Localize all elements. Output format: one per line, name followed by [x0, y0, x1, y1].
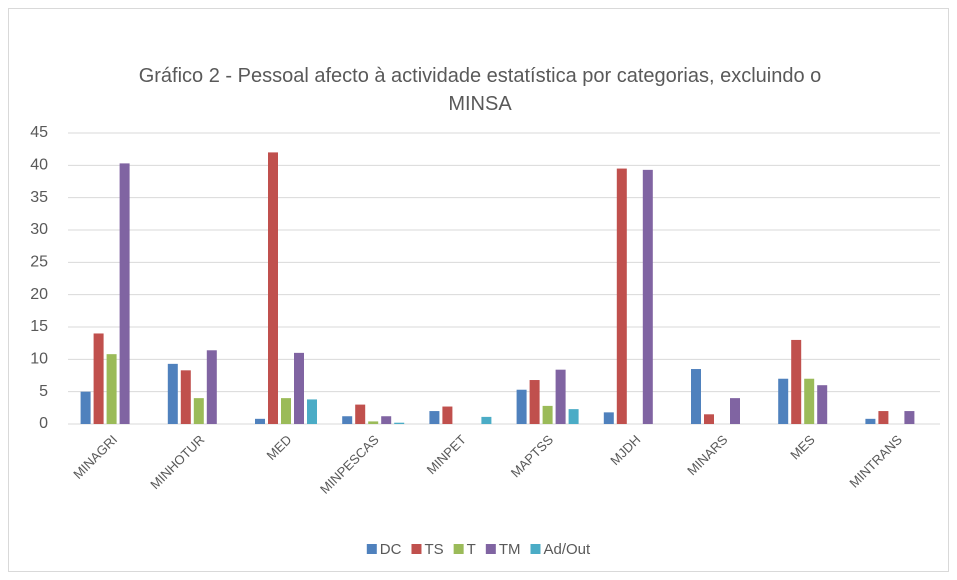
legend-swatch [485, 544, 496, 554]
bar [555, 369, 566, 424]
bar [516, 389, 527, 424]
bar [268, 152, 278, 424]
bar [93, 333, 104, 424]
legend-swatch [366, 544, 377, 554]
y-tick-label: 30 [30, 221, 48, 238]
bar [167, 363, 178, 424]
bar [642, 169, 653, 424]
bar [529, 380, 540, 424]
bar [904, 411, 915, 424]
legend-label: Ad/Out [543, 541, 591, 558]
bar [255, 418, 265, 424]
bar [368, 421, 379, 424]
legend-swatch [411, 544, 422, 554]
bar [206, 350, 217, 424]
legend-label: T [467, 541, 476, 558]
bar [381, 416, 392, 424]
bar [281, 398, 291, 424]
y-tick-label: 0 [39, 415, 48, 432]
bar [616, 168, 627, 424]
bar [791, 339, 802, 424]
bar [865, 418, 876, 424]
y-tick-label: 10 [30, 351, 48, 368]
bar [429, 411, 440, 424]
bar [394, 422, 405, 424]
bar [481, 416, 492, 424]
chart-frame [8, 8, 949, 572]
bar [878, 411, 889, 424]
legend-label: DC [380, 541, 402, 558]
y-tick-label: 5 [39, 383, 48, 400]
bar [294, 352, 304, 424]
bar [80, 391, 91, 424]
bar [603, 412, 614, 424]
bar [342, 416, 353, 424]
bar [691, 369, 701, 424]
legend-label: TM [499, 541, 521, 558]
chart-title: Gráfico 2 - Pessoal afecto à actividade … [138, 65, 822, 115]
bar [119, 163, 130, 425]
legend-swatch [453, 544, 464, 554]
bar [568, 409, 579, 424]
bar [307, 399, 317, 424]
legend: DC TS T TM Ad/Out [366, 541, 591, 558]
bar [778, 378, 789, 424]
legend-swatch [530, 544, 541, 554]
y-tick-label: 15 [30, 318, 48, 335]
legend-label: TS [424, 541, 443, 558]
bar [355, 404, 366, 424]
bar [193, 398, 204, 424]
y-tick-label: 25 [30, 254, 48, 271]
bar [542, 405, 553, 424]
bar [730, 398, 740, 424]
bar [180, 370, 191, 424]
bar [817, 385, 828, 424]
bar [704, 414, 714, 424]
bar [106, 354, 117, 424]
bar [804, 378, 815, 424]
y-tick-label: 35 [30, 189, 48, 206]
y-tick-label: 20 [30, 286, 48, 303]
bar [442, 406, 453, 424]
y-tick-label: 40 [30, 157, 48, 174]
y-tick-label: 45 [30, 124, 48, 141]
